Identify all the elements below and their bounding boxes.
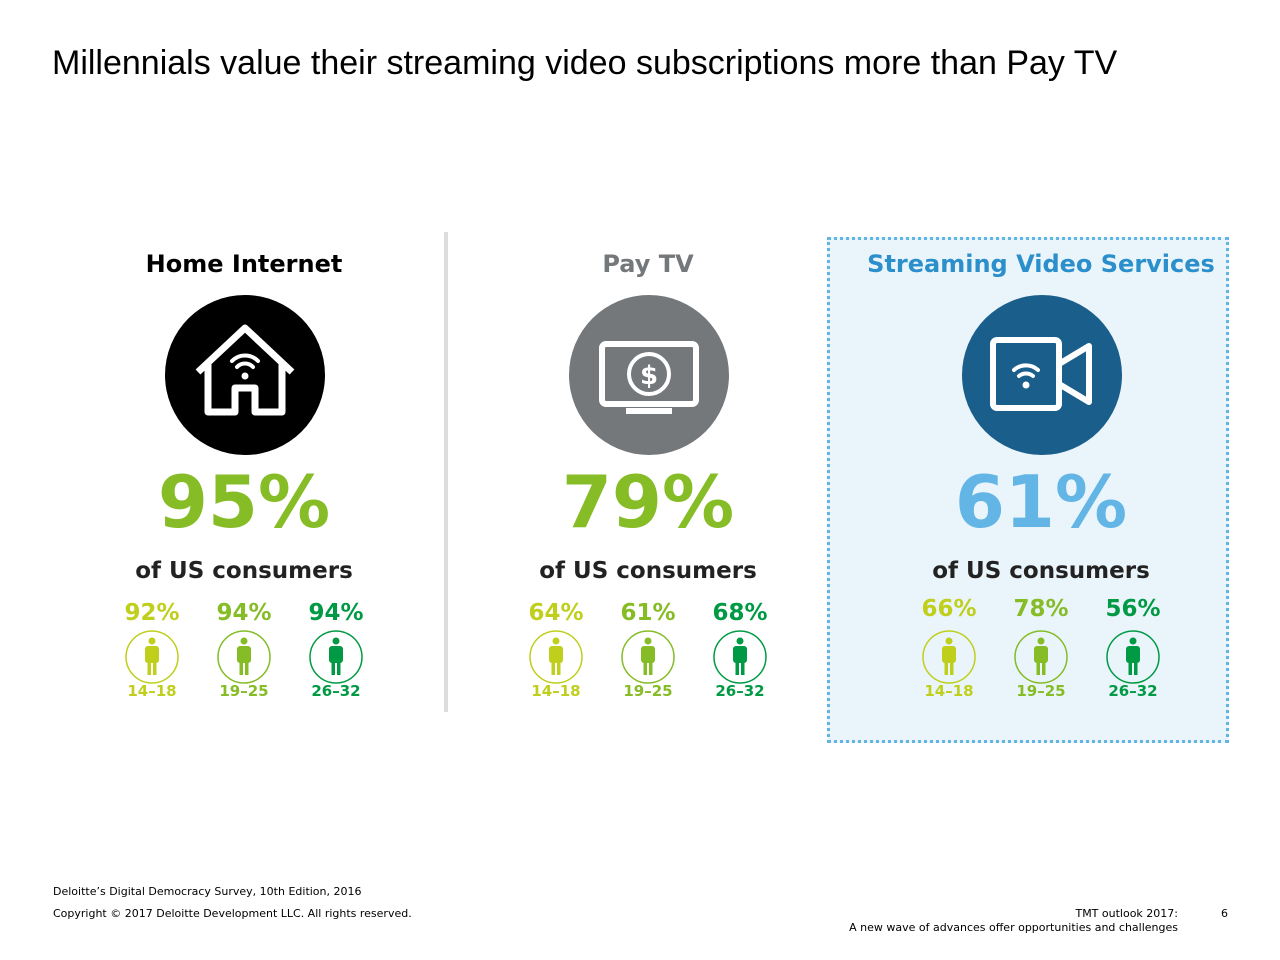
person-icon [621, 630, 675, 684]
age-group-label: 14–18 [531, 682, 581, 700]
age-group-label: 14–18 [127, 682, 177, 700]
panel: $ Pay TV 79% of US consumers 64% 14–18 61% 19–… [448, 0, 848, 960]
panel-subtitle: of US consumers [539, 558, 757, 584]
page-number: 6 [1221, 907, 1228, 920]
age-group-value: 64% [528, 600, 584, 626]
panel-heading: Home Internet [145, 250, 343, 278]
home-icon [165, 295, 325, 455]
headline-value: 79% [561, 460, 735, 544]
divider [444, 232, 448, 712]
panel-subtitle: of US consumers [135, 558, 353, 584]
age-group-value: 94% [308, 600, 364, 626]
age-group-label: 19–25 [219, 682, 269, 700]
age-group-value: 68% [712, 600, 768, 626]
age-group-label: 26–32 [715, 682, 765, 700]
person-icon [309, 630, 363, 684]
age-group-value: 92% [124, 600, 180, 626]
panel-heading: Streaming Video Services [867, 250, 1215, 278]
age-group-value: 56% [1105, 596, 1161, 622]
age-group-value: 94% [216, 600, 272, 626]
age-group-value: 78% [1013, 596, 1069, 622]
person-icon [217, 630, 271, 684]
panel-subtitle: of US consumers [932, 558, 1150, 584]
person-icon [125, 630, 179, 684]
source-note: Deloitte’s Digital Democracy Survey, 10t… [53, 885, 362, 898]
age-group-label: 26–32 [311, 682, 361, 700]
age-group-label: 14–18 [924, 682, 974, 700]
person-icon [922, 630, 976, 684]
age-group-label: 26–32 [1108, 682, 1158, 700]
age-group-label: 19–25 [1016, 682, 1066, 700]
svg-text:$: $ [640, 361, 658, 391]
person-icon [713, 630, 767, 684]
panel: Streaming Video Services 61% of US consume… [841, 0, 1241, 960]
report-title: TMT outlook 2017: [1075, 907, 1178, 920]
person-icon [1014, 630, 1068, 684]
panel-heading: Pay TV [602, 250, 694, 278]
copyright: Copyright © 2017 Deloitte Development LL… [53, 907, 412, 920]
headline-value: 61% [954, 460, 1128, 544]
person-icon [1106, 630, 1160, 684]
person-icon [529, 630, 583, 684]
video-icon [962, 295, 1122, 455]
age-group-value: 66% [921, 596, 977, 622]
panel: Home Internet 95% of US consumers 92% 14–18 9… [44, 0, 444, 960]
headline-value: 95% [157, 460, 331, 544]
tv-icon: $ [569, 295, 729, 455]
age-group-value: 61% [620, 600, 676, 626]
report-subtitle: A new wave of advances offer opportuniti… [849, 921, 1178, 934]
slide-title: Millennials value their streaming video … [52, 44, 1118, 82]
age-group-label: 19–25 [623, 682, 673, 700]
